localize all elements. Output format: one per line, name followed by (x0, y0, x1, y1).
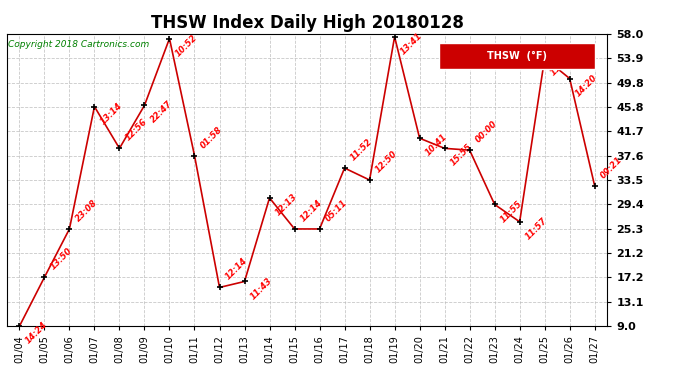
Text: 13:41: 13:41 (399, 31, 424, 56)
Text: 11:57: 11:57 (524, 216, 549, 241)
Text: 12:14: 12:14 (299, 198, 324, 223)
Text: 22:47: 22:47 (148, 99, 174, 125)
Text: 14:20: 14:20 (574, 73, 599, 98)
Text: 14:24: 14:24 (23, 320, 49, 346)
Text: 11:52: 11:52 (549, 52, 574, 78)
Text: 05:11: 05:11 (324, 198, 349, 223)
Text: 01:58: 01:58 (199, 124, 224, 150)
Text: THSW  (°F): THSW (°F) (487, 51, 547, 61)
Text: 12:50: 12:50 (374, 149, 399, 174)
Text: 09:21: 09:21 (599, 155, 624, 180)
Text: 15:55: 15:55 (448, 142, 474, 168)
Text: 10:52: 10:52 (174, 33, 199, 58)
Text: Copyright 2018 Cartronics.com: Copyright 2018 Cartronics.com (8, 40, 149, 49)
Text: 23:08: 23:08 (74, 198, 99, 223)
Text: 11:52: 11:52 (348, 137, 374, 162)
Text: 00:00: 00:00 (474, 119, 499, 145)
Text: 10:41: 10:41 (424, 132, 449, 158)
Text: 12:14: 12:14 (224, 256, 249, 282)
Text: 12:56: 12:56 (124, 117, 149, 143)
Text: 12:13: 12:13 (274, 192, 299, 217)
Text: 11:55: 11:55 (499, 198, 524, 224)
Title: THSW Index Daily High 20180128: THSW Index Daily High 20180128 (150, 14, 464, 32)
Text: 11:43: 11:43 (248, 276, 274, 301)
Text: 13:50: 13:50 (48, 246, 74, 272)
Text: 13:14: 13:14 (99, 100, 124, 126)
FancyBboxPatch shape (439, 42, 595, 69)
